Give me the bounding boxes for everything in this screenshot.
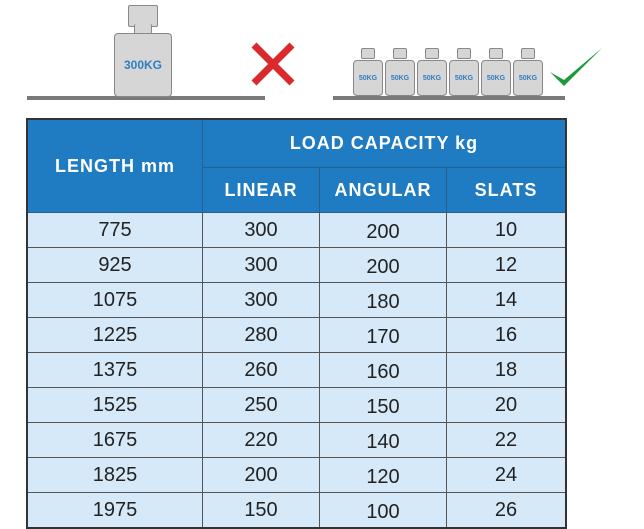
green-check-icon <box>550 48 602 86</box>
slats-cell: 12 <box>446 247 567 283</box>
slats-cell: 18 <box>446 352 567 388</box>
capacity-header: LOAD CAPACITY kg <box>202 118 567 168</box>
length-cell: 925 <box>26 247 203 283</box>
small-weight-label: 50KG <box>385 60 415 96</box>
angular-cell: 200 <box>319 212 447 248</box>
slats-cell: 26 <box>446 492 567 529</box>
angular-cell: 170 <box>319 317 447 353</box>
table-row: 1975 150 100 26 <box>26 492 567 529</box>
small-weight: 50KG <box>513 48 543 96</box>
small-weight: 50KG <box>417 48 447 96</box>
angular-cell: 200 <box>319 247 447 283</box>
angular-cell: 150 <box>319 387 447 423</box>
linear-cell: 220 <box>202 422 320 458</box>
linear-cell: 150 <box>202 492 320 529</box>
left-shelf <box>27 96 265 100</box>
linear-cell: 280 <box>202 317 320 353</box>
length-cell: 1525 <box>26 387 203 423</box>
small-weight-label: 50KG <box>481 60 511 96</box>
length-cell: 1975 <box>26 492 203 529</box>
length-cell: 775 <box>26 212 203 248</box>
linear-cell: 300 <box>202 282 320 318</box>
table-row: 925 300 200 12 <box>26 247 567 283</box>
slats-cell: 22 <box>446 422 567 458</box>
small-weight: 50KG <box>353 48 383 96</box>
small-weight-label: 50KG <box>417 60 447 96</box>
angular-header: ANGULAR <box>319 167 447 213</box>
linear-cell: 200 <box>202 457 320 493</box>
length-cell: 1375 <box>26 352 203 388</box>
table-row: 1375 260 160 18 <box>26 352 567 388</box>
linear-cell: 260 <box>202 352 320 388</box>
length-cell: 1825 <box>26 457 203 493</box>
small-weight-label: 50KG <box>513 60 543 96</box>
small-weight-label: 50KG <box>449 60 479 96</box>
angular-cell: 120 <box>319 457 447 493</box>
slats-cell: 16 <box>446 317 567 353</box>
slats-cell: 24 <box>446 457 567 493</box>
table-row: 1225 280 170 16 <box>26 317 567 353</box>
length-cell: 1225 <box>26 317 203 353</box>
table-row: 1675 220 140 22 <box>26 422 567 458</box>
angular-cell: 100 <box>319 492 447 529</box>
small-weight: 50KG <box>449 48 479 96</box>
heavy-weight: 300KG <box>114 5 172 97</box>
linear-header: LINEAR <box>202 167 320 213</box>
table-row: 1075 300 180 14 <box>26 282 567 318</box>
table-row: 1825 200 120 24 <box>26 457 567 493</box>
length-cell: 1675 <box>26 422 203 458</box>
red-x-icon <box>251 42 295 86</box>
angular-cell: 160 <box>319 352 447 388</box>
linear-cell: 300 <box>202 212 320 248</box>
small-weight-label: 50KG <box>353 60 383 96</box>
angular-cell: 180 <box>319 282 447 318</box>
linear-cell: 250 <box>202 387 320 423</box>
slats-header: SLATS <box>446 167 567 213</box>
angular-cell: 140 <box>319 422 447 458</box>
slats-cell: 10 <box>446 212 567 248</box>
length-header: LENGTH mm <box>26 118 203 213</box>
slats-cell: 14 <box>446 282 567 318</box>
slats-cell: 20 <box>446 387 567 423</box>
right-shelf <box>333 96 565 100</box>
load-capacity-table: LENGTH mm LOAD CAPACITY kg LINEAR ANGULA… <box>26 118 567 529</box>
length-cell: 1075 <box>26 282 203 318</box>
small-weight: 50KG <box>385 48 415 96</box>
table-row: 775 300 200 10 <box>26 212 567 248</box>
table-row: 1525 250 150 20 <box>26 387 567 423</box>
small-weight: 50KG <box>481 48 511 96</box>
linear-cell: 300 <box>202 247 320 283</box>
